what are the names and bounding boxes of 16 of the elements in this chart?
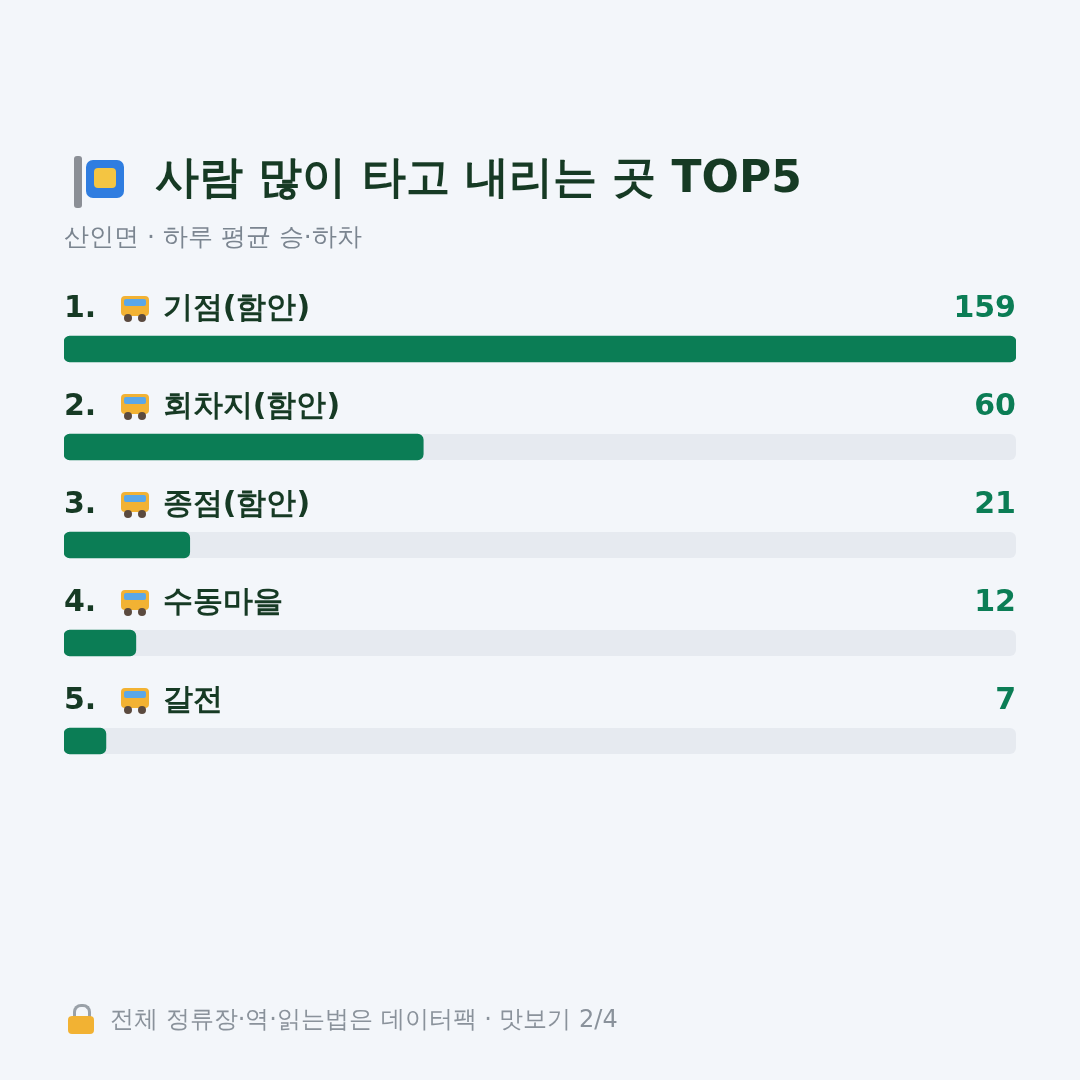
category-label: 4. 수동마을 bbox=[64, 582, 283, 618]
category-label: 3. 종점(함안) bbox=[64, 484, 311, 520]
category-label: 5. 갈전 bbox=[64, 680, 223, 716]
text: 전체 정류장·역·읽는법은 데이터팩 · 맛보기 2/4 bbox=[110, 1004, 618, 1035]
chart-subtitle: 산인면 · 하루 평균 승·하차 bbox=[64, 221, 362, 253]
data-label: 7 bbox=[995, 680, 1016, 716]
data-label: 60 bbox=[974, 386, 1016, 422]
data-label: 12 bbox=[974, 582, 1016, 618]
bar bbox=[64, 727, 107, 755]
bar bbox=[64, 629, 137, 657]
data-label: 21 bbox=[974, 484, 1016, 520]
data-label: 159 bbox=[953, 288, 1016, 324]
category-label: 2. 회차지(함안) bbox=[64, 386, 341, 422]
bar bbox=[64, 531, 191, 559]
category-label: 1. 기점(함안) bbox=[64, 288, 311, 324]
chart-title: 사람 많이 타고 내리는 곳 TOP5 bbox=[155, 150, 802, 204]
